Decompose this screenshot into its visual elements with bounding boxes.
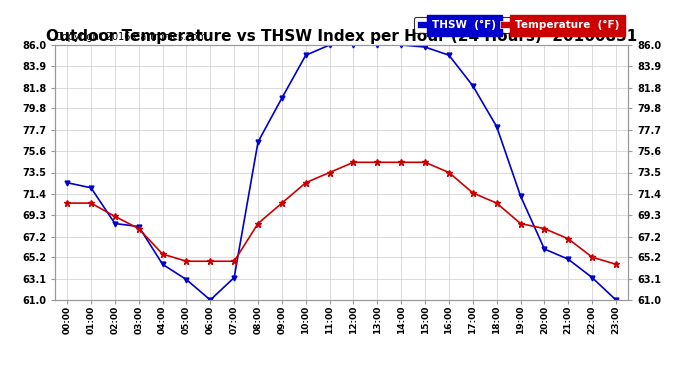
Legend: THSW  (°F), Temperature  (°F): THSW (°F), Temperature (°F) — [414, 17, 622, 33]
Title: Outdoor Temperature vs THSW Index per Hour (24 Hours)  20160831: Outdoor Temperature vs THSW Index per Ho… — [46, 29, 637, 44]
Text: Copyright 2016 Cartronics.com: Copyright 2016 Cartronics.com — [55, 33, 207, 42]
